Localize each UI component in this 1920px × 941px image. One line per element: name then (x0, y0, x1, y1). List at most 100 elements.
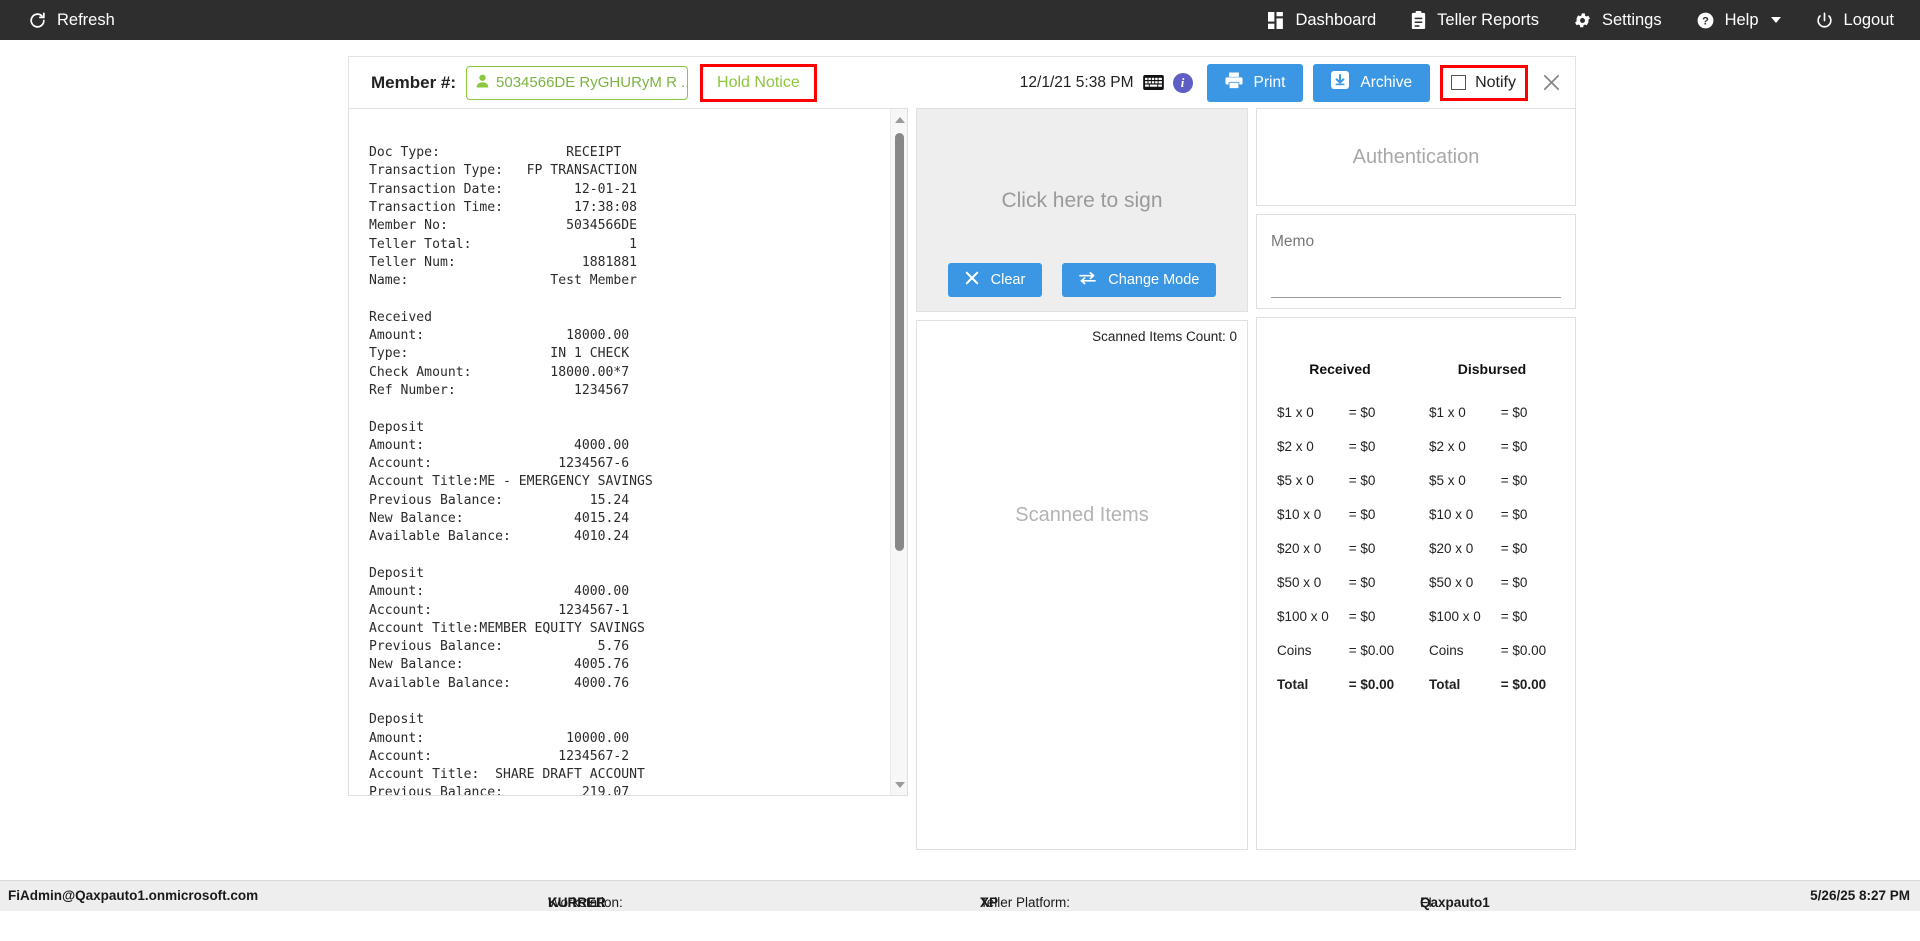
cash-disbursed-denom: Total (1428, 676, 1461, 692)
archive-download-icon (1331, 71, 1350, 94)
cash-received-denom: Coins (1277, 642, 1312, 658)
cash-disbursed-amount: = $0.00 (1500, 676, 1547, 692)
cash-disbursed-amount: = $0 (1500, 472, 1528, 488)
cash-disbursed-amount: = $0 (1500, 438, 1528, 454)
document-header-toolbar: Member #: 5034566DE RyGHURyM R ... Hold … (348, 56, 1576, 108)
notify-checkbox-group[interactable]: Notify (1440, 64, 1528, 101)
receipt-preview-panel: Doc Type: RECEIPT Transaction Type: FP T… (348, 108, 908, 796)
cash-row: $10 x 0 = $0 $10 x 0 = $0 (1277, 497, 1555, 531)
nav-teller-reports[interactable]: Teller Reports (1410, 10, 1539, 30)
cash-received-denom: $5 x 0 (1277, 472, 1314, 488)
cash-disbursed-amount: = $0 (1500, 608, 1528, 624)
cash-received-amount: = $0 (1348, 574, 1376, 590)
refresh-button[interactable]: Refresh (28, 11, 115, 30)
memo-input-underline[interactable] (1271, 297, 1561, 298)
cash-received-denom: $50 x 0 (1277, 574, 1322, 590)
cash-disbursed-denom: $1 x 0 (1428, 404, 1466, 420)
cash-row: $2 x 0 = $0 $2 x 0 = $0 (1277, 429, 1555, 463)
cash-row: $50 x 0 = $0 $50 x 0 = $0 (1277, 565, 1555, 599)
change-mode-label: Change Mode (1108, 272, 1200, 288)
receipt-scrollbar[interactable] (890, 109, 907, 795)
cash-received-amount: = $0 (1348, 404, 1376, 420)
main-panels: Doc Type: RECEIPT Transaction Type: FP T… (348, 108, 1576, 850)
nav-dashboard[interactable]: Dashboard (1268, 11, 1376, 30)
clear-label: Clear (990, 272, 1026, 288)
cash-disbursed-amount: = $0 (1500, 540, 1528, 556)
cash-received-amount: = $0.00 (1348, 642, 1395, 658)
refresh-icon (28, 11, 47, 30)
signature-pad[interactable]: Click here to sign Clear (916, 108, 1248, 312)
cash-table-body: $1 x 0 = $0 $1 x 0 = $0 $2 x 0 = $0 $2 x 0 = $0… (1277, 395, 1555, 701)
cash-disbursed-amount: = $0 (1500, 506, 1528, 522)
cash-received-denom: $20 x 0 (1277, 540, 1322, 556)
change-mode-button[interactable]: Change Mode (1062, 263, 1217, 297)
topbar-right-group: Dashboard Teller Reports (1268, 10, 1920, 30)
member-search-input[interactable]: 5034566DE RyGHURyM R ... (466, 65, 689, 100)
nav-dashboard-label: Dashboard (1295, 10, 1377, 29)
top-navigation-bar: Refresh Dashboard (0, 0, 1920, 40)
scrollbar-thumb[interactable] (895, 133, 904, 551)
status-bar: FiAdmin@Qaxpauto1.onmicrosoft.com Workst… (0, 880, 1920, 911)
chevron-down-icon (1770, 17, 1781, 23)
cash-column-gap (1403, 667, 1429, 701)
swap-arrows-icon (1079, 271, 1097, 289)
cash-received-denom: Total (1277, 676, 1309, 692)
details-column: Authentication Memo Received Disbursed $… (1256, 108, 1576, 850)
nav-help[interactable]: ? Help (1696, 11, 1781, 30)
print-label: Print (1253, 73, 1286, 91)
archive-label: Archive (1360, 73, 1413, 91)
cash-column-gap (1403, 429, 1429, 463)
status-workstation-label: Workstation: (548, 895, 623, 910)
cash-received-amount: = $0 (1348, 540, 1376, 556)
archive-button[interactable]: Archive (1313, 63, 1431, 102)
authentication-label: Authentication (1352, 145, 1480, 168)
signature-buttons: Clear Change Mode (917, 263, 1247, 297)
notify-checkbox[interactable] (1451, 75, 1467, 90)
clear-signature-button[interactable]: Clear (947, 263, 1043, 297)
nav-settings-label: Settings (1601, 10, 1662, 29)
scanned-items-panel[interactable]: Scanned Items Count: 0 Scanned Items (916, 320, 1248, 850)
cash-column-gap (1403, 497, 1429, 531)
nav-logout[interactable]: Logout (1815, 11, 1894, 30)
close-icon[interactable] (1542, 73, 1561, 92)
cash-received-denom: $100 x 0 (1277, 608, 1329, 624)
page-body: Member #: 5034566DE RyGHURyM R ... Hold … (0, 40, 1920, 911)
status-fi-value: Qaxpauto1 (1420, 895, 1490, 910)
user-icon (476, 74, 489, 92)
cash-disbursed-amount: = $0 (1500, 574, 1528, 590)
cash-row: Coins = $0.00 Coins = $0.00 (1277, 633, 1555, 667)
signature-column: Click here to sign Clear (916, 108, 1248, 850)
cash-row: $5 x 0 = $0 $5 x 0 = $0 (1277, 463, 1555, 497)
notify-label: Notify (1475, 73, 1516, 91)
cash-received-denom: $2 x 0 (1277, 438, 1314, 454)
authentication-panel[interactable]: Authentication (1256, 108, 1576, 206)
cash-column-gap (1403, 565, 1429, 599)
member-number-label: Member #: (371, 72, 457, 92)
scroll-down-arrow-icon[interactable] (891, 776, 907, 793)
status-timestamp: 5/26/25 8:27 PM (1810, 888, 1910, 903)
cash-column-gap (1403, 395, 1429, 429)
cash-totals-panel: Received Disbursed $1 x 0 = $0 $1 x 0 = $0 $… (1256, 317, 1576, 850)
cash-table-head: Received Disbursed (1277, 360, 1555, 395)
cash-disbursed-denom: $50 x 0 (1428, 574, 1474, 590)
hold-notice-button[interactable]: Hold Notice (700, 63, 817, 102)
refresh-label: Refresh (57, 10, 115, 29)
cash-row: Total = $0.00 Total = $0.00 (1277, 667, 1555, 701)
memo-panel[interactable]: Memo (1256, 214, 1576, 309)
nav-logout-label: Logout (1843, 10, 1894, 29)
cash-disbursed-denom: $2 x 0 (1428, 438, 1466, 454)
print-button[interactable]: Print (1206, 63, 1304, 102)
cash-disbursed-denom: Coins (1428, 642, 1464, 658)
gear-icon (1573, 11, 1592, 30)
received-column-header: Received (1309, 361, 1371, 377)
cash-row: $100 x 0 = $0 $100 x 0 = $0 (1277, 599, 1555, 633)
nav-settings[interactable]: Settings (1573, 11, 1662, 30)
info-icon[interactable]: i (1172, 72, 1193, 93)
cash-column-gap (1403, 599, 1429, 633)
member-field-value: 5034566DE RyGHURyM R ... (496, 74, 689, 91)
cash-column-gap (1403, 633, 1429, 667)
keyboard-icon[interactable] (1142, 75, 1164, 90)
cash-column-gap (1403, 531, 1429, 565)
scroll-up-arrow-icon[interactable] (891, 111, 907, 128)
status-fi-label: FI: (1420, 895, 1436, 910)
